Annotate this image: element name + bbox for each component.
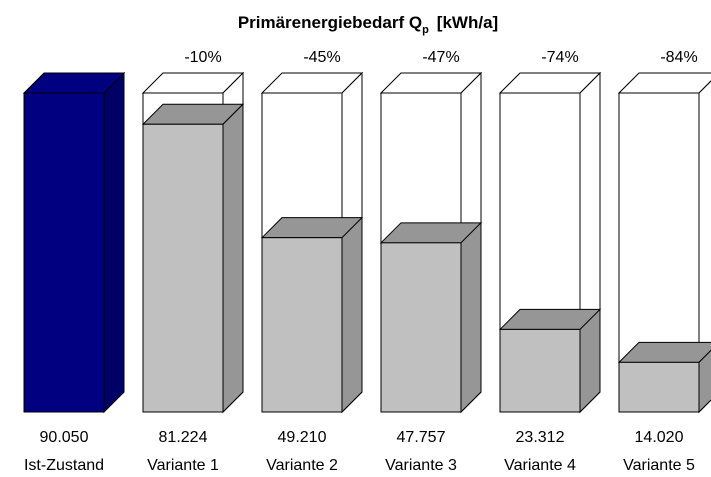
bar-side-face (460, 221, 482, 414)
change-label-variante-1: -10% (184, 49, 221, 66)
value-label-variante-1: 81.224 (159, 429, 208, 446)
outline-top (617, 72, 711, 94)
change-label-variante-3: -47% (422, 49, 459, 66)
bar-side-face (103, 71, 125, 414)
bar-group-variante-4 (498, 71, 602, 414)
bar-group-variante-3 (379, 71, 483, 414)
bar-front-face (618, 361, 700, 413)
chart-title-unit: [kWh/a] (437, 13, 498, 32)
category-label-variante-3: Variante 3 (385, 457, 457, 474)
category-label-variante-1: Variante 1 (147, 457, 219, 474)
category-label-variante-4: Variante 4 (504, 457, 576, 474)
chart-title-main: Primärenergiebedarf Q (238, 13, 422, 32)
bar-group-variante-1 (141, 71, 245, 414)
bar-side-face (222, 103, 244, 414)
change-label-variante-4: -74% (541, 49, 578, 66)
chart-title-subscript: p (422, 24, 429, 36)
change-label-variante-5: -84% (660, 49, 697, 66)
value-label-variante-3: 47.757 (397, 429, 446, 446)
bar-group-variante-5 (617, 72, 711, 414)
value-label-variante-5: 14.020 (635, 429, 684, 446)
bar-group-variante-2 (260, 71, 364, 414)
labels-layer: 90.050 Ist-Zustand -10% 81.224 Variante 1 -45… (24, 49, 698, 474)
value-label-ist-zustand: 90.050 (40, 429, 89, 446)
category-label-variante-2: Variante 2 (266, 457, 338, 474)
bar-front-face (499, 328, 581, 413)
value-label-variante-2: 49.210 (278, 429, 327, 446)
category-label-variante-5: Variante 5 (623, 457, 695, 474)
category-label-ist-zustand: Ist-Zustand (24, 457, 104, 474)
bar-group-ist-zustand (22, 71, 126, 414)
chart-title: Primärenergiebedarf Qp [kWh/a] (238, 13, 498, 36)
value-label-variante-4: 23.312 (516, 429, 565, 446)
bar-front-face (261, 237, 343, 413)
bar-front-face (23, 92, 105, 413)
bar-front-face (142, 123, 224, 413)
bar-side-face (341, 216, 363, 414)
bars-layer (22, 71, 711, 414)
change-label-variante-2: -45% (303, 49, 340, 66)
bar-front-face (380, 242, 462, 413)
